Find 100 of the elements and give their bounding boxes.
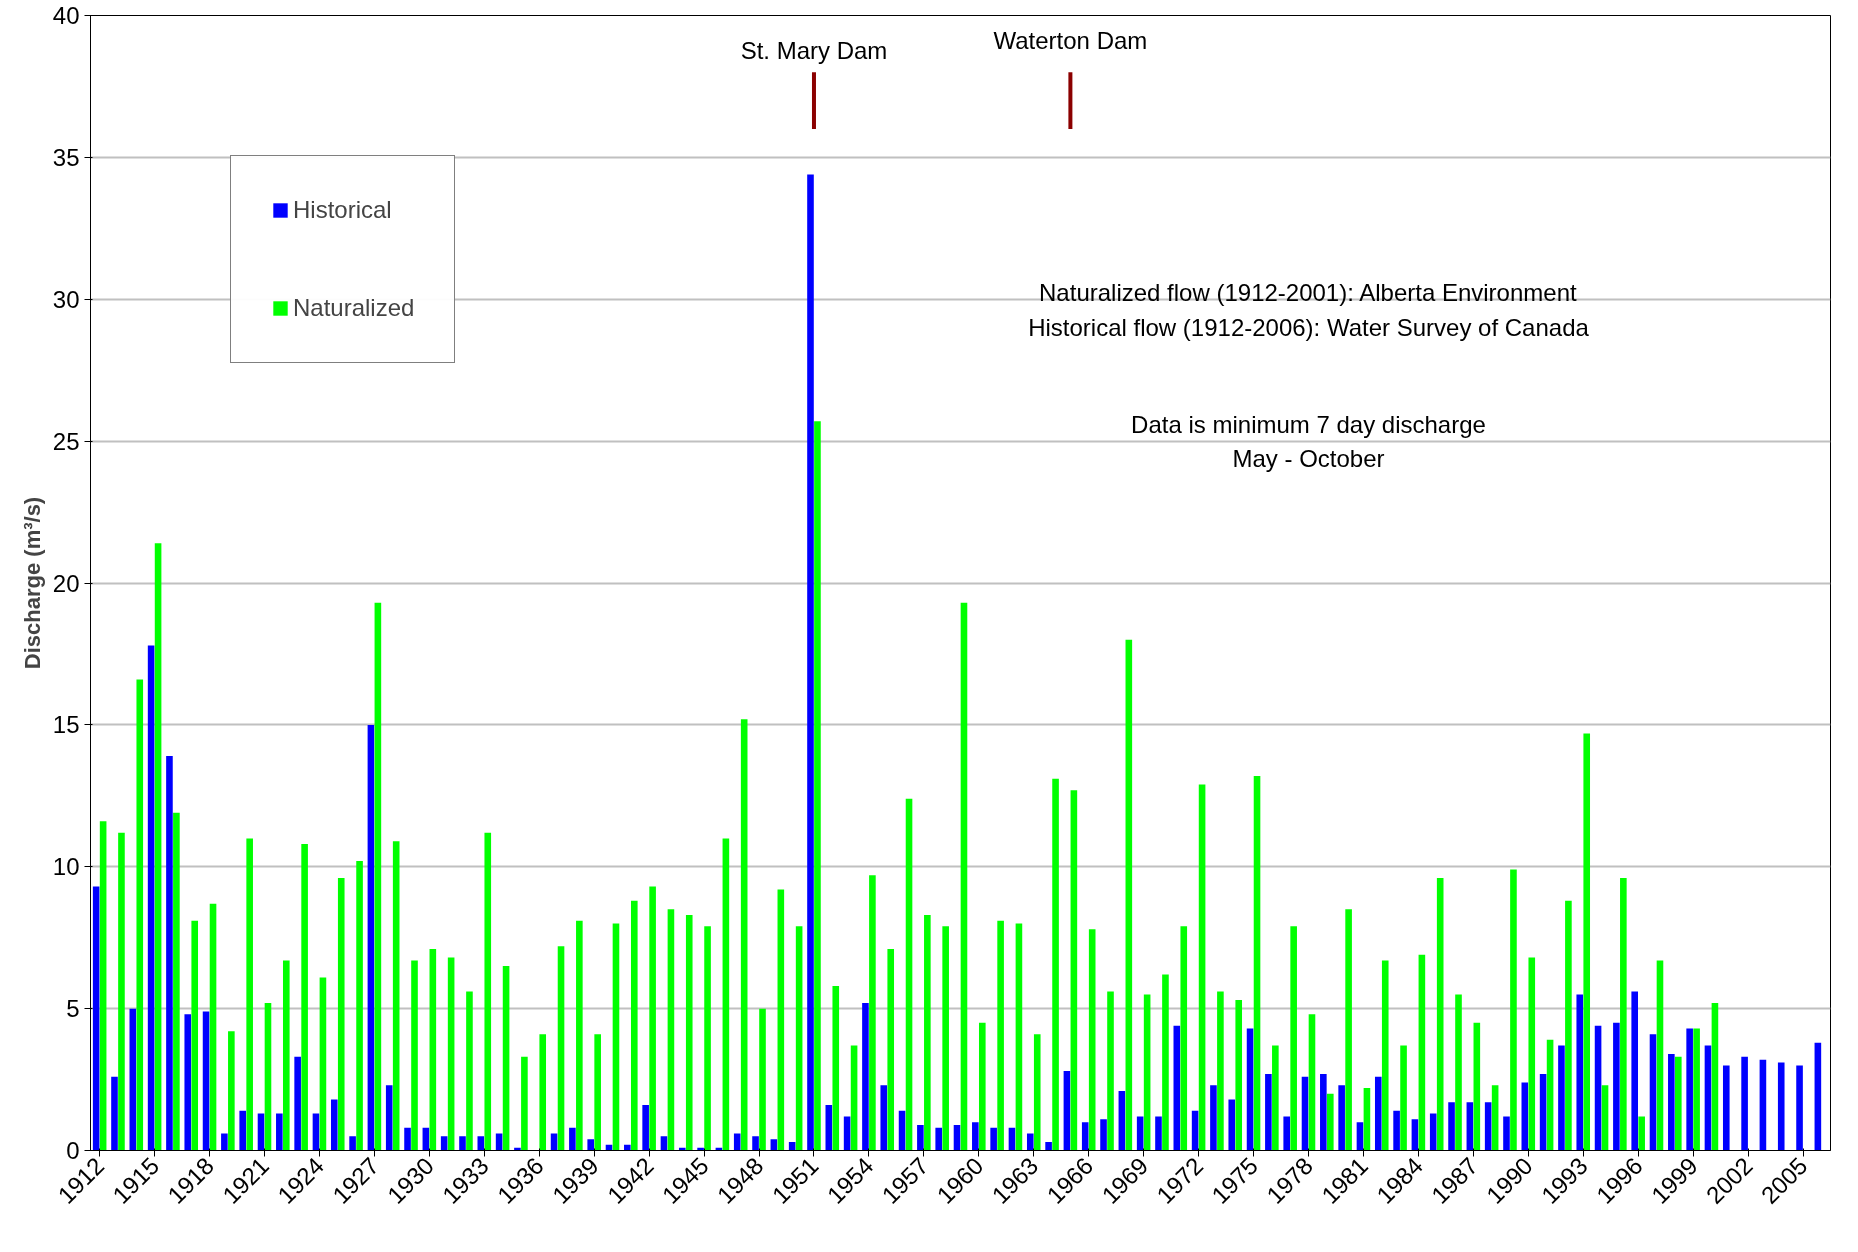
bar — [924, 914, 931, 1151]
bar — [1180, 926, 1188, 1151]
y-tick-label: 0 — [66, 1137, 80, 1164]
bar — [1649, 1034, 1657, 1151]
bar — [539, 1034, 547, 1151]
bar — [550, 1133, 558, 1151]
bar — [1125, 639, 1133, 1151]
bar — [191, 920, 199, 1151]
bar — [111, 1076, 118, 1151]
bar — [1484, 1102, 1492, 1151]
bar — [612, 923, 620, 1151]
bar — [1063, 1071, 1071, 1151]
bar — [1436, 878, 1444, 1151]
bar — [209, 903, 217, 1151]
bar — [1594, 1025, 1602, 1151]
bar — [1711, 1002, 1719, 1151]
bar — [1374, 1076, 1382, 1151]
bar — [807, 174, 814, 1151]
y-tick-label: 20 — [52, 569, 80, 597]
bar — [374, 602, 382, 1151]
bar — [411, 960, 418, 1151]
bar — [1326, 1093, 1334, 1151]
bar — [502, 966, 510, 1151]
bar — [173, 812, 180, 1151]
bar — [942, 926, 949, 1151]
y-tick-label: 5 — [66, 995, 80, 1023]
bar — [1100, 1119, 1107, 1151]
bar — [649, 886, 656, 1151]
bar — [1155, 1116, 1162, 1151]
bar — [1235, 1000, 1243, 1151]
annotation: Historical flow (1912-2006): Water Survey of Canada — [1028, 314, 1590, 342]
bar — [978, 1022, 986, 1151]
bar — [1576, 994, 1584, 1151]
bar — [1565, 900, 1572, 1151]
bar — [1528, 957, 1536, 1151]
bar — [1338, 1085, 1345, 1151]
legend-label: Historical — [293, 196, 392, 224]
bar — [759, 1008, 766, 1151]
bar — [1246, 1028, 1254, 1151]
bar — [594, 1034, 601, 1151]
bar — [1601, 1085, 1609, 1151]
bar — [1418, 954, 1426, 1151]
y-tick-label: 30 — [52, 285, 80, 313]
bar — [1558, 1045, 1565, 1151]
bar — [337, 878, 345, 1151]
bar — [685, 914, 693, 1151]
bar — [1393, 1110, 1400, 1151]
bar — [294, 1056, 301, 1151]
bar — [239, 1110, 247, 1151]
bar — [1217, 991, 1224, 1151]
bar — [576, 920, 583, 1151]
bar — [667, 909, 675, 1151]
annotation: May - October — [1232, 444, 1385, 472]
bar — [228, 1031, 235, 1151]
bar — [466, 991, 473, 1151]
bar — [301, 844, 308, 1151]
bar — [1759, 1059, 1767, 1151]
bar — [1620, 878, 1627, 1151]
bar — [1301, 1076, 1309, 1151]
bar — [1400, 1045, 1407, 1151]
bar — [1345, 909, 1352, 1151]
bar — [1583, 733, 1591, 1151]
bar — [997, 920, 1004, 1151]
bar — [825, 1105, 833, 1151]
bar — [1026, 1133, 1034, 1151]
bar — [1118, 1090, 1126, 1151]
ref-line-label: St. Mary Dam — [740, 37, 888, 65]
bar — [319, 977, 327, 1151]
bar — [1162, 974, 1169, 1151]
bar — [147, 645, 155, 1151]
bar — [1539, 1073, 1547, 1151]
bar — [330, 1099, 338, 1151]
bar — [642, 1105, 649, 1151]
bar — [733, 1133, 741, 1151]
bar — [1173, 1025, 1181, 1151]
bar — [264, 1002, 272, 1151]
bar — [869, 875, 876, 1151]
bar — [1052, 778, 1059, 1151]
bar — [630, 900, 638, 1151]
bar — [495, 1133, 503, 1151]
bar — [1693, 1028, 1700, 1151]
bar — [349, 1136, 356, 1151]
bar — [166, 756, 173, 1151]
legend-label: Naturalized — [293, 294, 415, 322]
ref-line-label: Waterton Dam — [993, 27, 1148, 55]
bar — [1198, 784, 1206, 1151]
bar — [1491, 1085, 1499, 1151]
bar — [1473, 1022, 1481, 1151]
bar — [1466, 1102, 1474, 1151]
annotation: Data is minimum 7 day discharge — [1131, 410, 1486, 438]
bar — [392, 841, 400, 1151]
bar — [1503, 1116, 1510, 1151]
bar — [129, 1008, 137, 1151]
y-tick-label: 40 — [52, 2, 80, 29]
y-tick-label: 15 — [52, 711, 80, 739]
bar — [1045, 1141, 1052, 1151]
bar — [722, 838, 730, 1151]
bar — [795, 926, 803, 1151]
bar — [154, 543, 162, 1151]
bar — [880, 1085, 888, 1151]
